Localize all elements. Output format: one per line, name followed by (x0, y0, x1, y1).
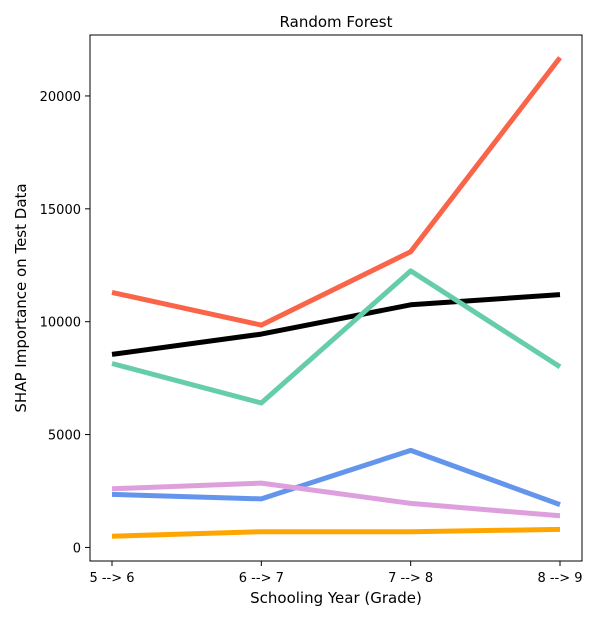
series-line-2 (111, 292, 561, 357)
x-axis: 5 --> 6 6 --> 7 7 --> 8 8 --> 9 (89, 561, 583, 586)
chart-title: Random Forest (280, 13, 393, 31)
series-line-4 (111, 447, 561, 507)
y-tick-label: 20000 (40, 90, 81, 105)
y-axis-title: SHAP Importance on Test Data (12, 183, 30, 412)
x-tick-label: 8 --> 9 (537, 571, 582, 586)
series-line-1 (111, 56, 562, 328)
y-axis: 0 5000 10000 15000 20000 (40, 90, 90, 556)
x-axis-title: Schooling Year (Grade) (250, 589, 422, 607)
plot-frame (89, 34, 583, 562)
y-tick-label: 0 (73, 541, 81, 556)
series-layer (111, 56, 562, 539)
y-tick-label: 15000 (40, 203, 81, 218)
series-line-3 (111, 268, 562, 406)
y-tick-label: 5000 (48, 429, 81, 444)
series-line-6 (111, 526, 561, 539)
x-tick-label: 7 --> 8 (388, 571, 433, 586)
series-line-5 (111, 480, 561, 519)
x-tick-label: 6 --> 7 (239, 571, 284, 586)
y-tick-label: 10000 (40, 316, 81, 331)
x-tick-label: 5 --> 6 (89, 571, 134, 586)
